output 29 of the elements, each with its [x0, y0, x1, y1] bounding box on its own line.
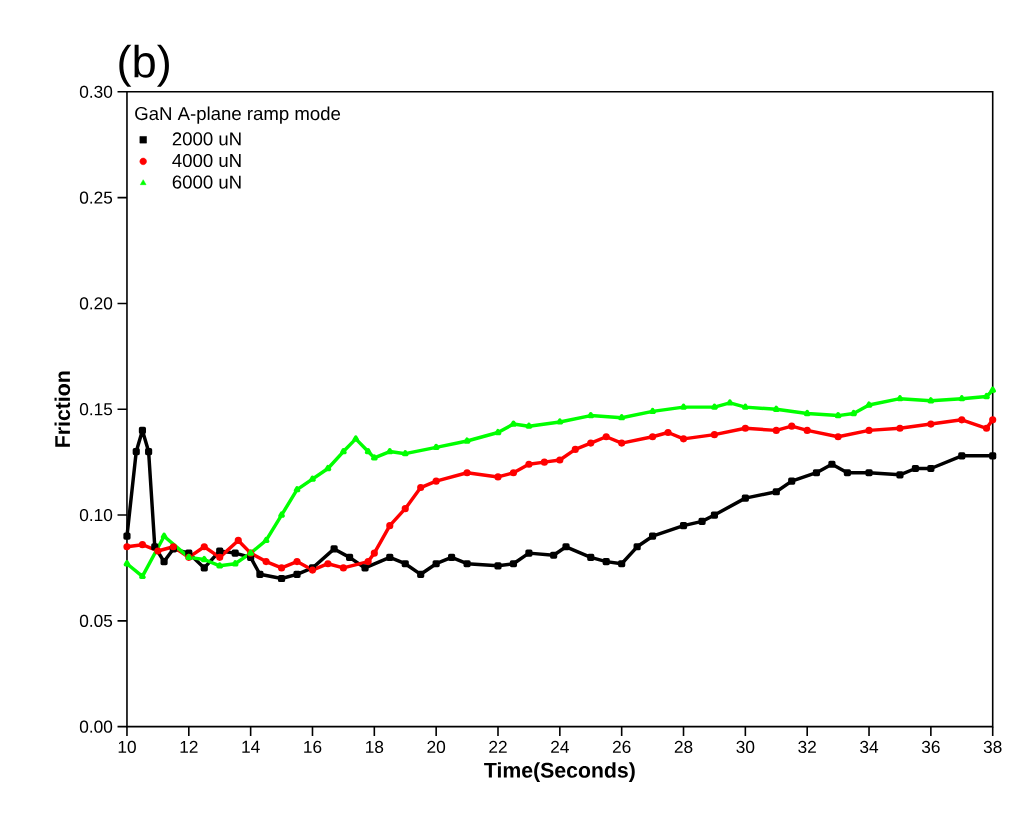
- legend-label: 2000 uN: [172, 132, 241, 146]
- legend-title: GaN A-plane ramp mode: [135, 106, 341, 124]
- x-tick-label: 14: [242, 740, 260, 753]
- x-tick-label: 16: [304, 740, 322, 754]
- y-axis-title: Friction: [54, 371, 71, 447]
- legend-label: 4000 uN: [172, 153, 241, 168]
- x-tick-label: 30: [736, 740, 755, 754]
- y-tick-label: 0.05: [79, 614, 113, 627]
- legend-label: 6000 uN: [172, 175, 241, 189]
- x-tick-label: 18: [366, 740, 384, 754]
- y-tick-label: 0.20: [79, 297, 113, 310]
- y-tick-label: 0.00: [79, 720, 113, 733]
- y-tick-label: 0.30: [79, 85, 113, 98]
- x-tick-label: 32: [798, 740, 816, 754]
- x-tick-label: 28: [674, 740, 693, 754]
- x-tick-label: 34: [860, 740, 879, 754]
- y-tick-label: 0.25: [79, 191, 113, 204]
- x-tick-label: 12: [180, 740, 198, 753]
- chart-title: (b): [119, 44, 169, 87]
- y-tick-label: 0.10: [79, 508, 113, 522]
- x-tick-label: 36: [921, 740, 940, 754]
- x-tick-label: 20: [427, 740, 446, 754]
- x-tick-label: 38: [983, 740, 1002, 754]
- x-tick-label: 26: [612, 740, 631, 754]
- y-tick-label: 0.15: [79, 403, 113, 416]
- x-tick-label: 24: [551, 740, 569, 753]
- x-axis-title: Time(Seconds): [484, 762, 635, 782]
- x-tick-label: 22: [489, 740, 507, 753]
- x-tick-label: 10: [118, 740, 136, 754]
